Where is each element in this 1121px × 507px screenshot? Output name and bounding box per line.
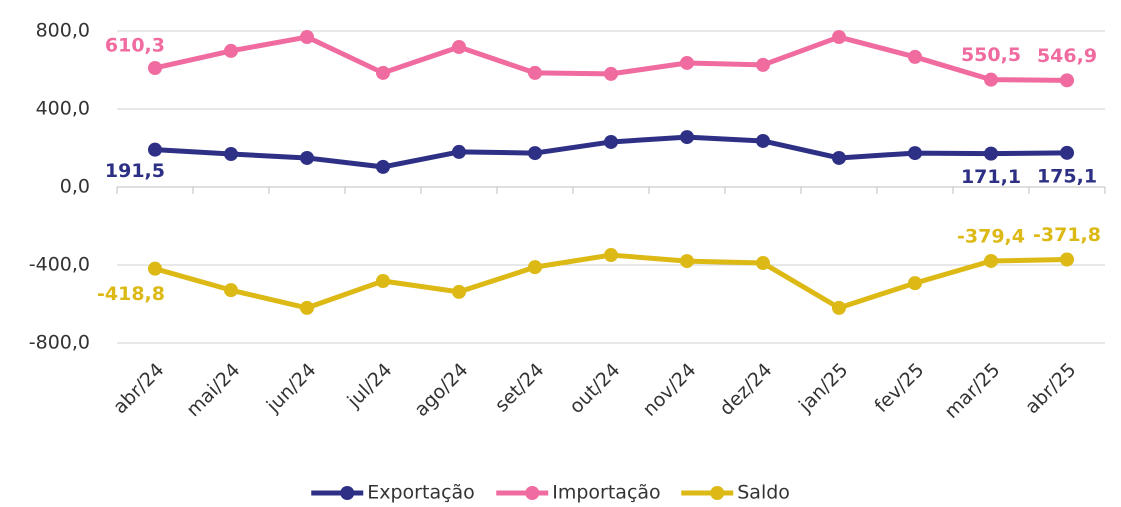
x-tick-label: set/24 bbox=[491, 359, 549, 417]
y-tick-label: 400,0 bbox=[36, 98, 90, 120]
data-point bbox=[604, 134, 618, 149]
x-tick-label: abr/25 bbox=[1021, 359, 1080, 418]
data-point bbox=[680, 254, 694, 269]
data-point bbox=[376, 159, 390, 174]
data-point bbox=[1060, 252, 1074, 267]
series-line bbox=[154, 252, 1068, 311]
y-tick-label: 800,0 bbox=[36, 20, 90, 42]
data-point bbox=[452, 284, 466, 299]
y-tick-label: 0,0 bbox=[60, 176, 90, 198]
data-label: 171,1 bbox=[961, 166, 1021, 188]
data-point bbox=[376, 273, 390, 288]
x-tick-label: jul/24 bbox=[343, 359, 397, 413]
data-point bbox=[224, 147, 238, 162]
x-tick-label: out/24 bbox=[565, 359, 624, 418]
data-point bbox=[300, 30, 314, 45]
x-tick-label: mai/24 bbox=[182, 359, 244, 421]
data-point bbox=[984, 253, 998, 268]
data-label: -379,4 bbox=[957, 225, 1025, 247]
data-point bbox=[604, 66, 618, 81]
data-label: 175,1 bbox=[1037, 165, 1097, 187]
data-point bbox=[300, 300, 314, 315]
legend-marker bbox=[525, 486, 540, 500]
data-point bbox=[908, 49, 922, 64]
data-point bbox=[984, 146, 998, 161]
data-label: 191,5 bbox=[105, 160, 165, 182]
data-point bbox=[756, 256, 770, 271]
data-point bbox=[148, 60, 162, 75]
data-point bbox=[908, 276, 922, 291]
data-label: 546,9 bbox=[1037, 45, 1097, 67]
data-label: 550,5 bbox=[961, 44, 1021, 66]
data-point bbox=[908, 146, 922, 161]
x-tick-label: abr/24 bbox=[109, 359, 168, 418]
x-tick-label: fev/25 bbox=[870, 359, 928, 417]
data-point bbox=[832, 150, 846, 165]
data-label: 610,3 bbox=[105, 34, 165, 56]
data-point bbox=[528, 260, 542, 275]
x-tick-label: jan/25 bbox=[794, 359, 852, 417]
x-tick-label: mar/25 bbox=[940, 359, 1004, 423]
data-point bbox=[604, 248, 618, 263]
data-label: -418,8 bbox=[97, 283, 165, 305]
legend-label: Saldo bbox=[737, 482, 790, 504]
x-tick-label: dez/24 bbox=[715, 359, 776, 420]
data-point bbox=[680, 55, 694, 70]
data-point bbox=[1060, 73, 1074, 88]
data-point bbox=[148, 261, 162, 276]
data-point bbox=[376, 65, 390, 80]
x-tick-label: ago/24 bbox=[410, 359, 472, 421]
data-point bbox=[832, 300, 846, 315]
data-point bbox=[224, 43, 238, 58]
x-tick-label: jun/24 bbox=[262, 359, 321, 418]
legend-label: Exportação bbox=[367, 482, 475, 504]
data-point bbox=[148, 142, 162, 157]
data-point bbox=[832, 30, 846, 45]
data-point bbox=[452, 144, 466, 159]
data-point bbox=[756, 133, 770, 148]
legend-marker bbox=[710, 486, 725, 500]
legend-label: Importação bbox=[552, 482, 660, 504]
data-point bbox=[452, 39, 466, 54]
y-tick-label: -800,0 bbox=[29, 332, 90, 354]
data-point bbox=[528, 146, 542, 161]
legend-marker bbox=[340, 486, 355, 500]
data-point bbox=[756, 57, 770, 72]
data-point bbox=[528, 65, 542, 80]
data-point bbox=[680, 130, 694, 145]
data-point bbox=[1060, 145, 1074, 160]
x-tick-label: nov/24 bbox=[639, 359, 701, 421]
data-label: -371,8 bbox=[1033, 224, 1101, 246]
data-point bbox=[984, 72, 998, 87]
data-point bbox=[300, 150, 314, 165]
y-tick-label: -400,0 bbox=[29, 254, 90, 276]
data-point bbox=[224, 283, 238, 298]
